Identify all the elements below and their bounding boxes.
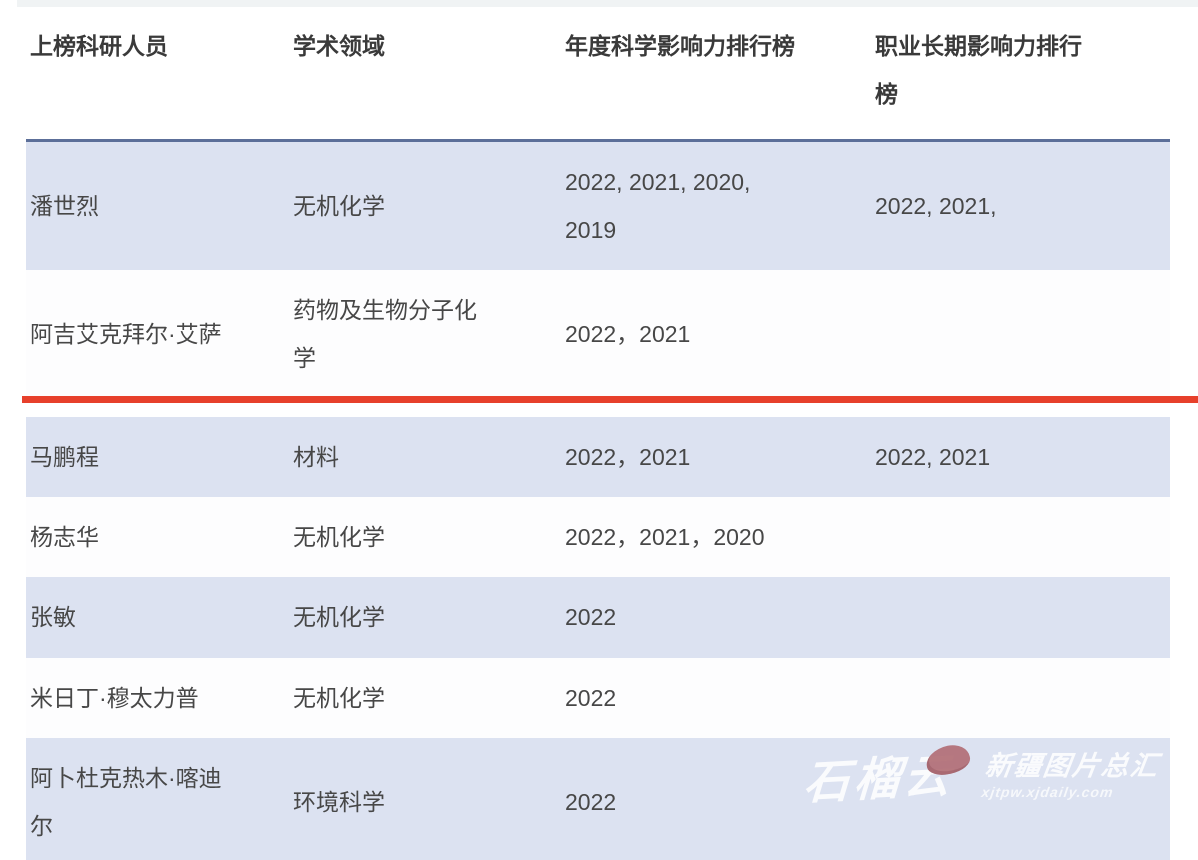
table-row: 米日丁·穆太力普 无机化学 2022 [26,657,1170,738]
column-header-field: 学术领域 [289,8,561,142]
career-ranking-cell [871,497,1170,578]
column-header-researcher: 上榜科研人员 [26,8,289,142]
table-row: 阿吉艾克拜尔·艾萨 药物及生物分子化 学 2022，2021 [26,270,1170,399]
table-row: 阿卜杜克热木·喀迪 尔 环境科学 2022 [26,737,1170,860]
researcher-name-cell: 阿卜杜克热木·喀迪 尔 [26,737,289,860]
divider-spacer-row [26,398,1170,417]
field-cell: 无机化学 [289,577,561,658]
column-header-career-ranking: 职业长期影响力排行 榜 [871,8,1170,142]
field-cell: 药物及生物分子化 学 [289,270,561,399]
annual-ranking-cell: 2022，2021，2020 [561,497,871,578]
annual-ranking-cell: 2022，2021 [561,416,871,498]
field-cell: 无机化学 [289,497,561,578]
table-row: 张敏 无机化学 2022 [26,577,1170,658]
annual-ranking-cell: 2022 [561,737,871,860]
researchers-ranking-table: 上榜科研人员 学术领域 年度科学影响力排行榜 职业长期影响力排行 榜 潘世烈 无… [26,8,1170,860]
career-ranking-cell [871,577,1170,658]
field-cell: 材料 [289,416,561,498]
annual-ranking-cell: 2022, 2021, 2020, 2019 [561,140,871,271]
table-row: 马鹏程 材料 2022，2021 2022, 2021 [26,416,1170,498]
top-edge-strip [17,0,1198,7]
annual-ranking-cell: 2022，2021 [561,270,871,399]
career-ranking-cell [871,657,1170,738]
researcher-name-cell: 杨志华 [26,497,289,578]
annual-ranking-cell: 2022 [561,657,871,738]
field-cell: 无机化学 [289,140,561,271]
field-cell: 无机化学 [289,657,561,738]
researcher-name-cell: 张敏 [26,577,289,658]
researcher-name-cell: 米日丁·穆太力普 [26,657,289,738]
career-ranking-cell: 2022, 2021 [871,416,1170,498]
researcher-name-cell: 潘世烈 [26,140,289,271]
field-cell: 环境科学 [289,737,561,860]
career-ranking-cell [871,737,1170,860]
column-header-annual-ranking: 年度科学影响力排行榜 [561,8,871,142]
table-row: 潘世烈 无机化学 2022, 2021, 2020, 2019 2022, 20… [26,140,1170,271]
table-row: 杨志华 无机化学 2022，2021，2020 [26,497,1170,578]
career-ranking-cell [871,270,1170,399]
red-divider-line [22,396,1198,403]
header-row: 上榜科研人员 学术领域 年度科学影响力排行榜 职业长期影响力排行 榜 [26,8,1170,142]
researcher-name-cell: 马鹏程 [26,416,289,498]
annual-ranking-cell: 2022 [561,577,871,658]
divider-spacer-cell [26,398,1170,417]
career-ranking-cell: 2022, 2021, [871,140,1170,271]
researcher-name-cell: 阿吉艾克拜尔·艾萨 [26,270,289,399]
